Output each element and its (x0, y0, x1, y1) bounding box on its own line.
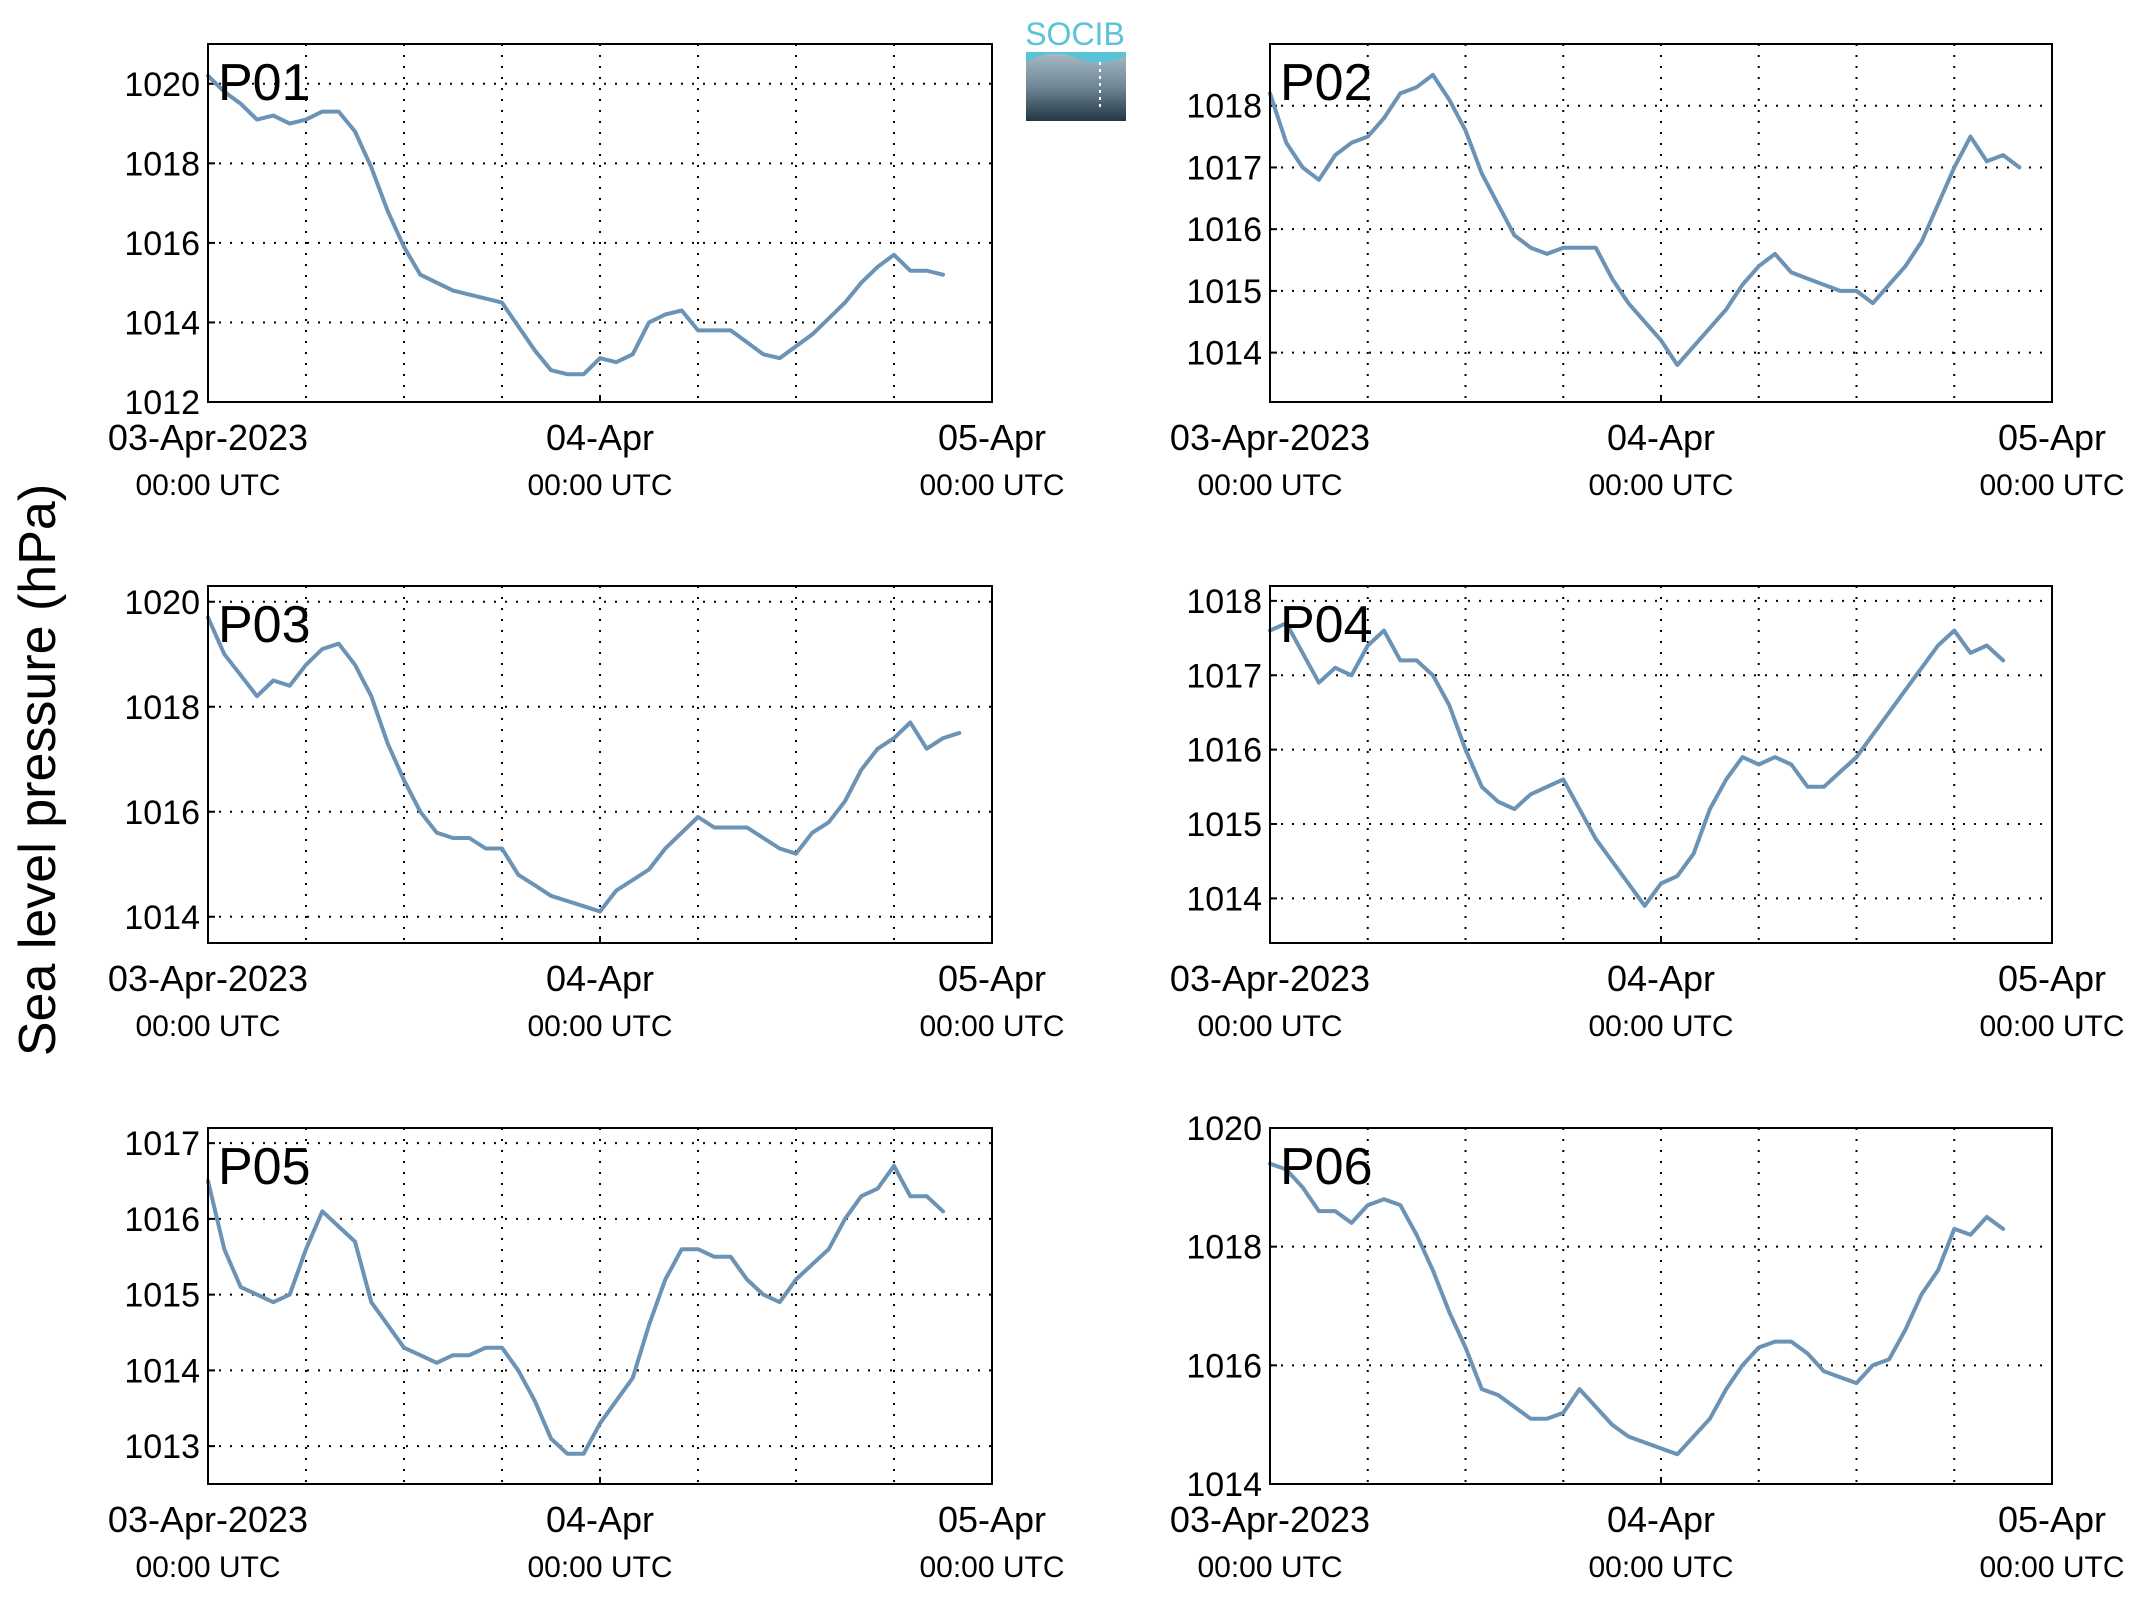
panel-station-label: P01 (218, 54, 311, 112)
plot-frame (207, 585, 993, 944)
y-tick-label: 1016 (124, 225, 200, 263)
panel-station-label: P06 (1280, 1138, 1373, 1196)
chart-panel-p05: 1013 1014 1015 1016 1017 03-Apr-2023 00:00 UTC… (108, 1125, 1065, 1584)
x-tick-label-time: 00:00 UTC (919, 469, 1064, 502)
y-tick-label: 1020 (124, 584, 200, 622)
y-tick-label: 1014 (1186, 335, 1262, 373)
x-tick-label-time: 00:00 UTC (1197, 469, 1342, 502)
socib-logo-text: SOCIB (1025, 16, 1125, 52)
x-tick-label-time: 00:00 UTC (1979, 469, 2124, 502)
pressure-series-line (206, 73, 945, 377)
x-tick-label-date: 03-Apr-2023 (108, 958, 308, 999)
y-tick-label: 1016 (124, 1201, 200, 1239)
y-tick-label: 1018 (1186, 583, 1262, 621)
panel-station-label: P05 (218, 1138, 311, 1196)
x-tick-label-time: 00:00 UTC (1979, 1551, 2124, 1584)
panel-station-label: P03 (218, 596, 311, 654)
x-tick-label-time: 00:00 UTC (527, 1551, 672, 1584)
x-tick-label-date: 03-Apr-2023 (1170, 958, 1370, 999)
x-tick-label-date: 05-Apr (938, 1499, 1046, 1540)
y-tick-label: 1014 (1186, 880, 1262, 918)
x-tick-label-time: 00:00 UTC (919, 1010, 1064, 1043)
x-tick-label-date: 05-Apr (1998, 958, 2106, 999)
panel-station-label: P02 (1280, 54, 1373, 112)
y-tick-label: 1017 (1186, 149, 1262, 187)
y-tick-label: 1017 (124, 1125, 200, 1163)
y-tick-label: 1015 (1186, 273, 1262, 311)
socib-logo: SOCIB (1025, 16, 1126, 121)
x-tick-label-time: 00:00 UTC (135, 1551, 280, 1584)
x-tick-label-time: 00:00 UTC (1197, 1551, 1342, 1584)
y-tick-label: 1014 (124, 304, 200, 342)
x-tick-label-date: 05-Apr (938, 958, 1046, 999)
y-tick-label: 1015 (1186, 806, 1262, 844)
y-tick-label: 1016 (1186, 1347, 1262, 1385)
x-tick-label-time: 00:00 UTC (919, 1551, 1064, 1584)
x-tick-label-time: 00:00 UTC (135, 1010, 280, 1043)
chart-panel-p01: 1012 1014 1016 1018 1020 03-Apr-2023 00:00 UTC… (108, 43, 1065, 502)
chart-panel-p02: 1014 1015 1016 1017 1018 03-Apr-2023 00:00 UTC… (1170, 43, 2125, 502)
x-tick-label-date: 03-Apr-2023 (1170, 1499, 1370, 1540)
x-tick-label-time: 00:00 UTC (1588, 1551, 1733, 1584)
y-tick-label: 1016 (1186, 211, 1262, 249)
x-tick-label-date: 04-Apr (1607, 417, 1715, 458)
panel-station-label: P04 (1280, 596, 1373, 654)
y-tick-label: 1020 (124, 66, 200, 104)
plot-frame (1269, 43, 2053, 403)
y-tick-label: 1018 (124, 689, 200, 727)
x-tick-label-time: 00:00 UTC (527, 469, 672, 502)
pressure-series-line (206, 1163, 945, 1456)
x-tick-label-time: 00:00 UTC (1979, 1010, 2124, 1043)
y-tick-label: 1014 (1186, 1466, 1262, 1504)
y-tick-label: 1015 (124, 1277, 200, 1315)
x-tick-label-time: 00:00 UTC (135, 469, 280, 502)
x-tick-label-time: 00:00 UTC (1588, 469, 1733, 502)
y-tick-label: 1018 (124, 145, 200, 183)
x-tick-label-date: 03-Apr-2023 (108, 1499, 308, 1540)
y-axis-label: Sea level pressure (hPa) (9, 484, 67, 1056)
pressure-series-line (1268, 621, 2006, 908)
plot-frame (207, 43, 993, 403)
socib-logo-mark (1026, 52, 1126, 121)
x-tick-label-time: 00:00 UTC (527, 1010, 672, 1043)
y-tick-label: 1017 (1186, 657, 1262, 695)
socib-logo-wave (1026, 52, 1126, 63)
x-tick-label-date: 04-Apr (1607, 1499, 1715, 1540)
x-tick-label-date: 05-Apr (1998, 417, 2106, 458)
y-tick-label: 1016 (124, 794, 200, 832)
y-tick-label: 1018 (1186, 88, 1262, 126)
pressure-series-line (206, 615, 962, 914)
y-tick-label: 1014 (124, 1352, 200, 1390)
y-tick-label: 1018 (1186, 1229, 1262, 1267)
y-tick-label: 1013 (124, 1428, 200, 1466)
chart-panel-p03: 1014 1016 1018 1020 03-Apr-2023 00:00 UTC 04-A… (108, 584, 1065, 1043)
x-tick-label-date: 04-Apr (546, 1499, 654, 1540)
x-tick-label-date: 03-Apr-2023 (108, 417, 308, 458)
x-tick-label-date: 03-Apr-2023 (1170, 417, 1370, 458)
pressure-series-line (1268, 72, 2022, 367)
x-tick-label-date: 04-Apr (1607, 958, 1715, 999)
x-tick-label-date: 05-Apr (1998, 1499, 2106, 1540)
y-tick-label: 1014 (124, 899, 200, 937)
chart-panel-p04: 1014 1015 1016 1017 1018 03-Apr-2023 00:00 UTC… (1170, 583, 2125, 1043)
y-tick-label: 1020 (1186, 1110, 1262, 1148)
y-tick-label: 1012 (124, 384, 200, 422)
x-tick-label-date: 05-Apr (938, 417, 1046, 458)
pressure-series-line (1268, 1161, 2006, 1457)
chart-panel-p06: 1014 1016 1018 1020 03-Apr-2023 00:00 UTC 04-A… (1170, 1110, 2125, 1584)
x-tick-label-date: 04-Apr (546, 417, 654, 458)
x-tick-label-date: 04-Apr (546, 958, 654, 999)
x-tick-label-time: 00:00 UTC (1588, 1010, 1733, 1043)
y-tick-label: 1016 (1186, 732, 1262, 770)
x-tick-label-time: 00:00 UTC (1197, 1010, 1342, 1043)
